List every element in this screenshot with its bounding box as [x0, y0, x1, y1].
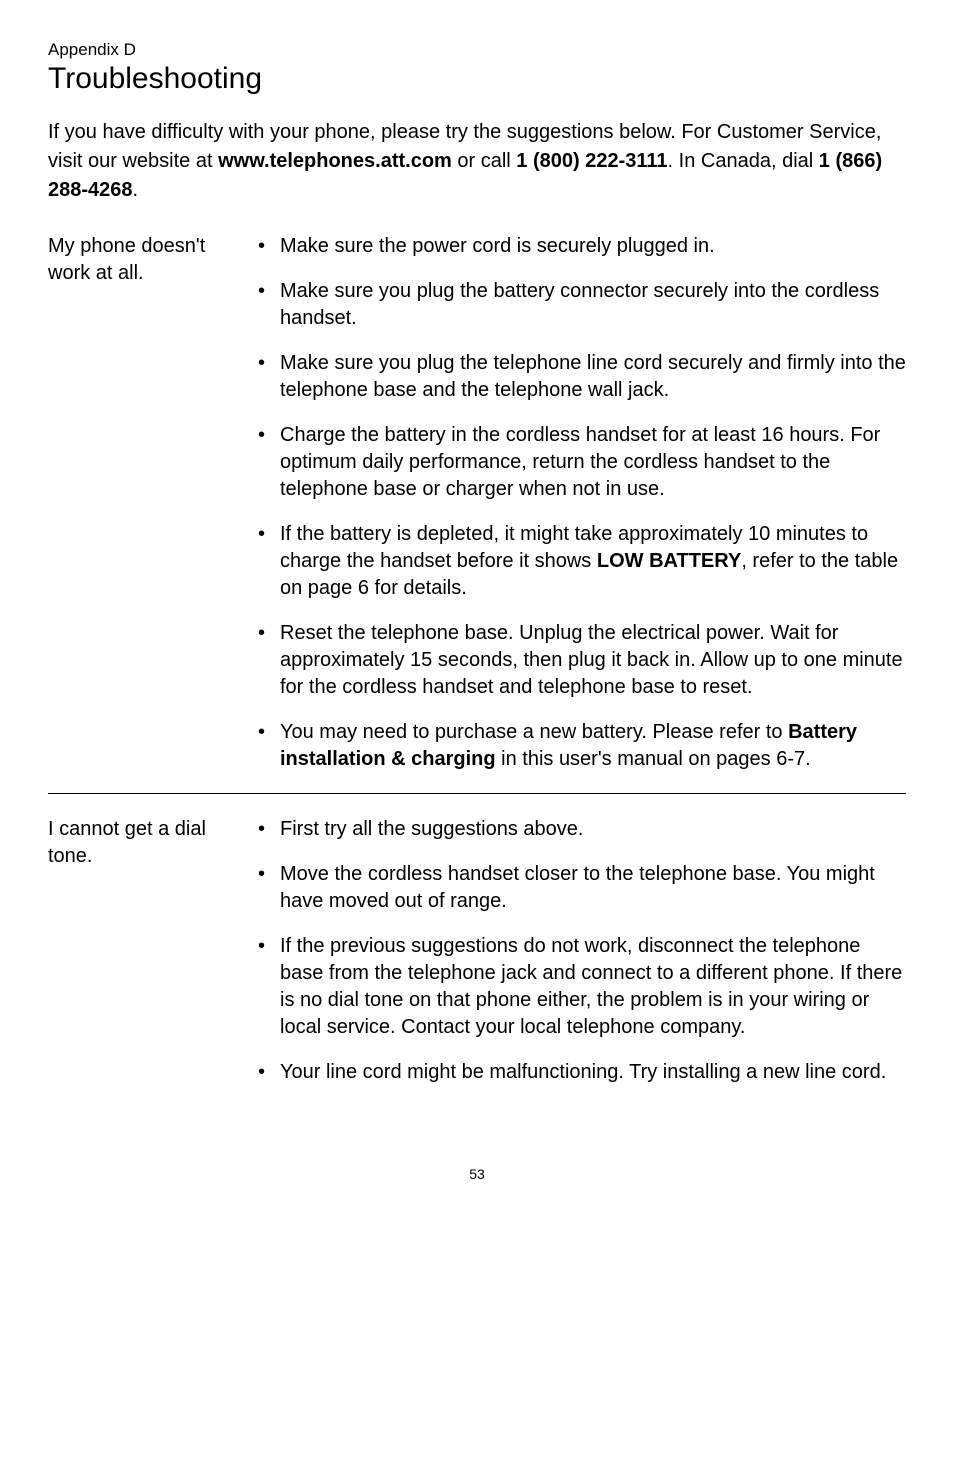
intro-url: www.telephones.att.com [218, 150, 452, 172]
list-item: First try all the suggestions above. [258, 816, 906, 843]
list-item: If the previous suggestions do not work,… [258, 933, 906, 1041]
list-item: Your line cord might be malfunctioning. … [258, 1059, 906, 1086]
section-heading: I cannot get a dial tone. [48, 816, 258, 1086]
text: in this user's manual on pages 6-7. [496, 748, 811, 770]
section-phone-doesnt-work: My phone doesn't work at all. Make sure … [48, 225, 906, 793]
bullet-list: Make sure the power cord is securely plu… [258, 233, 906, 773]
list-item: Make sure you plug the battery connector… [258, 278, 906, 332]
list-item: You may need to purchase a new battery. … [258, 719, 906, 773]
bullet-list: First try all the suggestions above. Mov… [258, 816, 906, 1086]
list-item: Reset the telephone base. Unplug the ele… [258, 620, 906, 701]
intro-text-3: . In Canada, dial [668, 150, 819, 172]
list-item: Move the cordless handset closer to the … [258, 861, 906, 915]
page-title: Troubleshooting [48, 62, 906, 96]
bold-text: LOW BATTERY [597, 550, 741, 572]
section-content: First try all the suggestions above. Mov… [258, 816, 906, 1086]
section-heading: My phone doesn't work at all. [48, 233, 258, 773]
section-content: Make sure the power cord is securely plu… [258, 233, 906, 773]
section-no-dial-tone: I cannot get a dial tone. First try all … [48, 793, 906, 1106]
list-item: If the battery is depleted, it might tak… [258, 521, 906, 602]
intro-text-2: or call [452, 150, 516, 172]
intro-paragraph: If you have difficulty with your phone, … [48, 118, 906, 205]
list-item: Make sure you plug the telephone line co… [258, 350, 906, 404]
intro-text-4: . [133, 179, 139, 201]
intro-phone-1: 1 (800) 222-3111 [516, 150, 667, 172]
text: You may need to purchase a new battery. … [280, 721, 788, 743]
page-number: 53 [48, 1166, 906, 1182]
list-item: Make sure the power cord is securely plu… [258, 233, 906, 260]
list-item: Charge the battery in the cordless hands… [258, 422, 906, 503]
appendix-label: Appendix D [48, 40, 906, 60]
